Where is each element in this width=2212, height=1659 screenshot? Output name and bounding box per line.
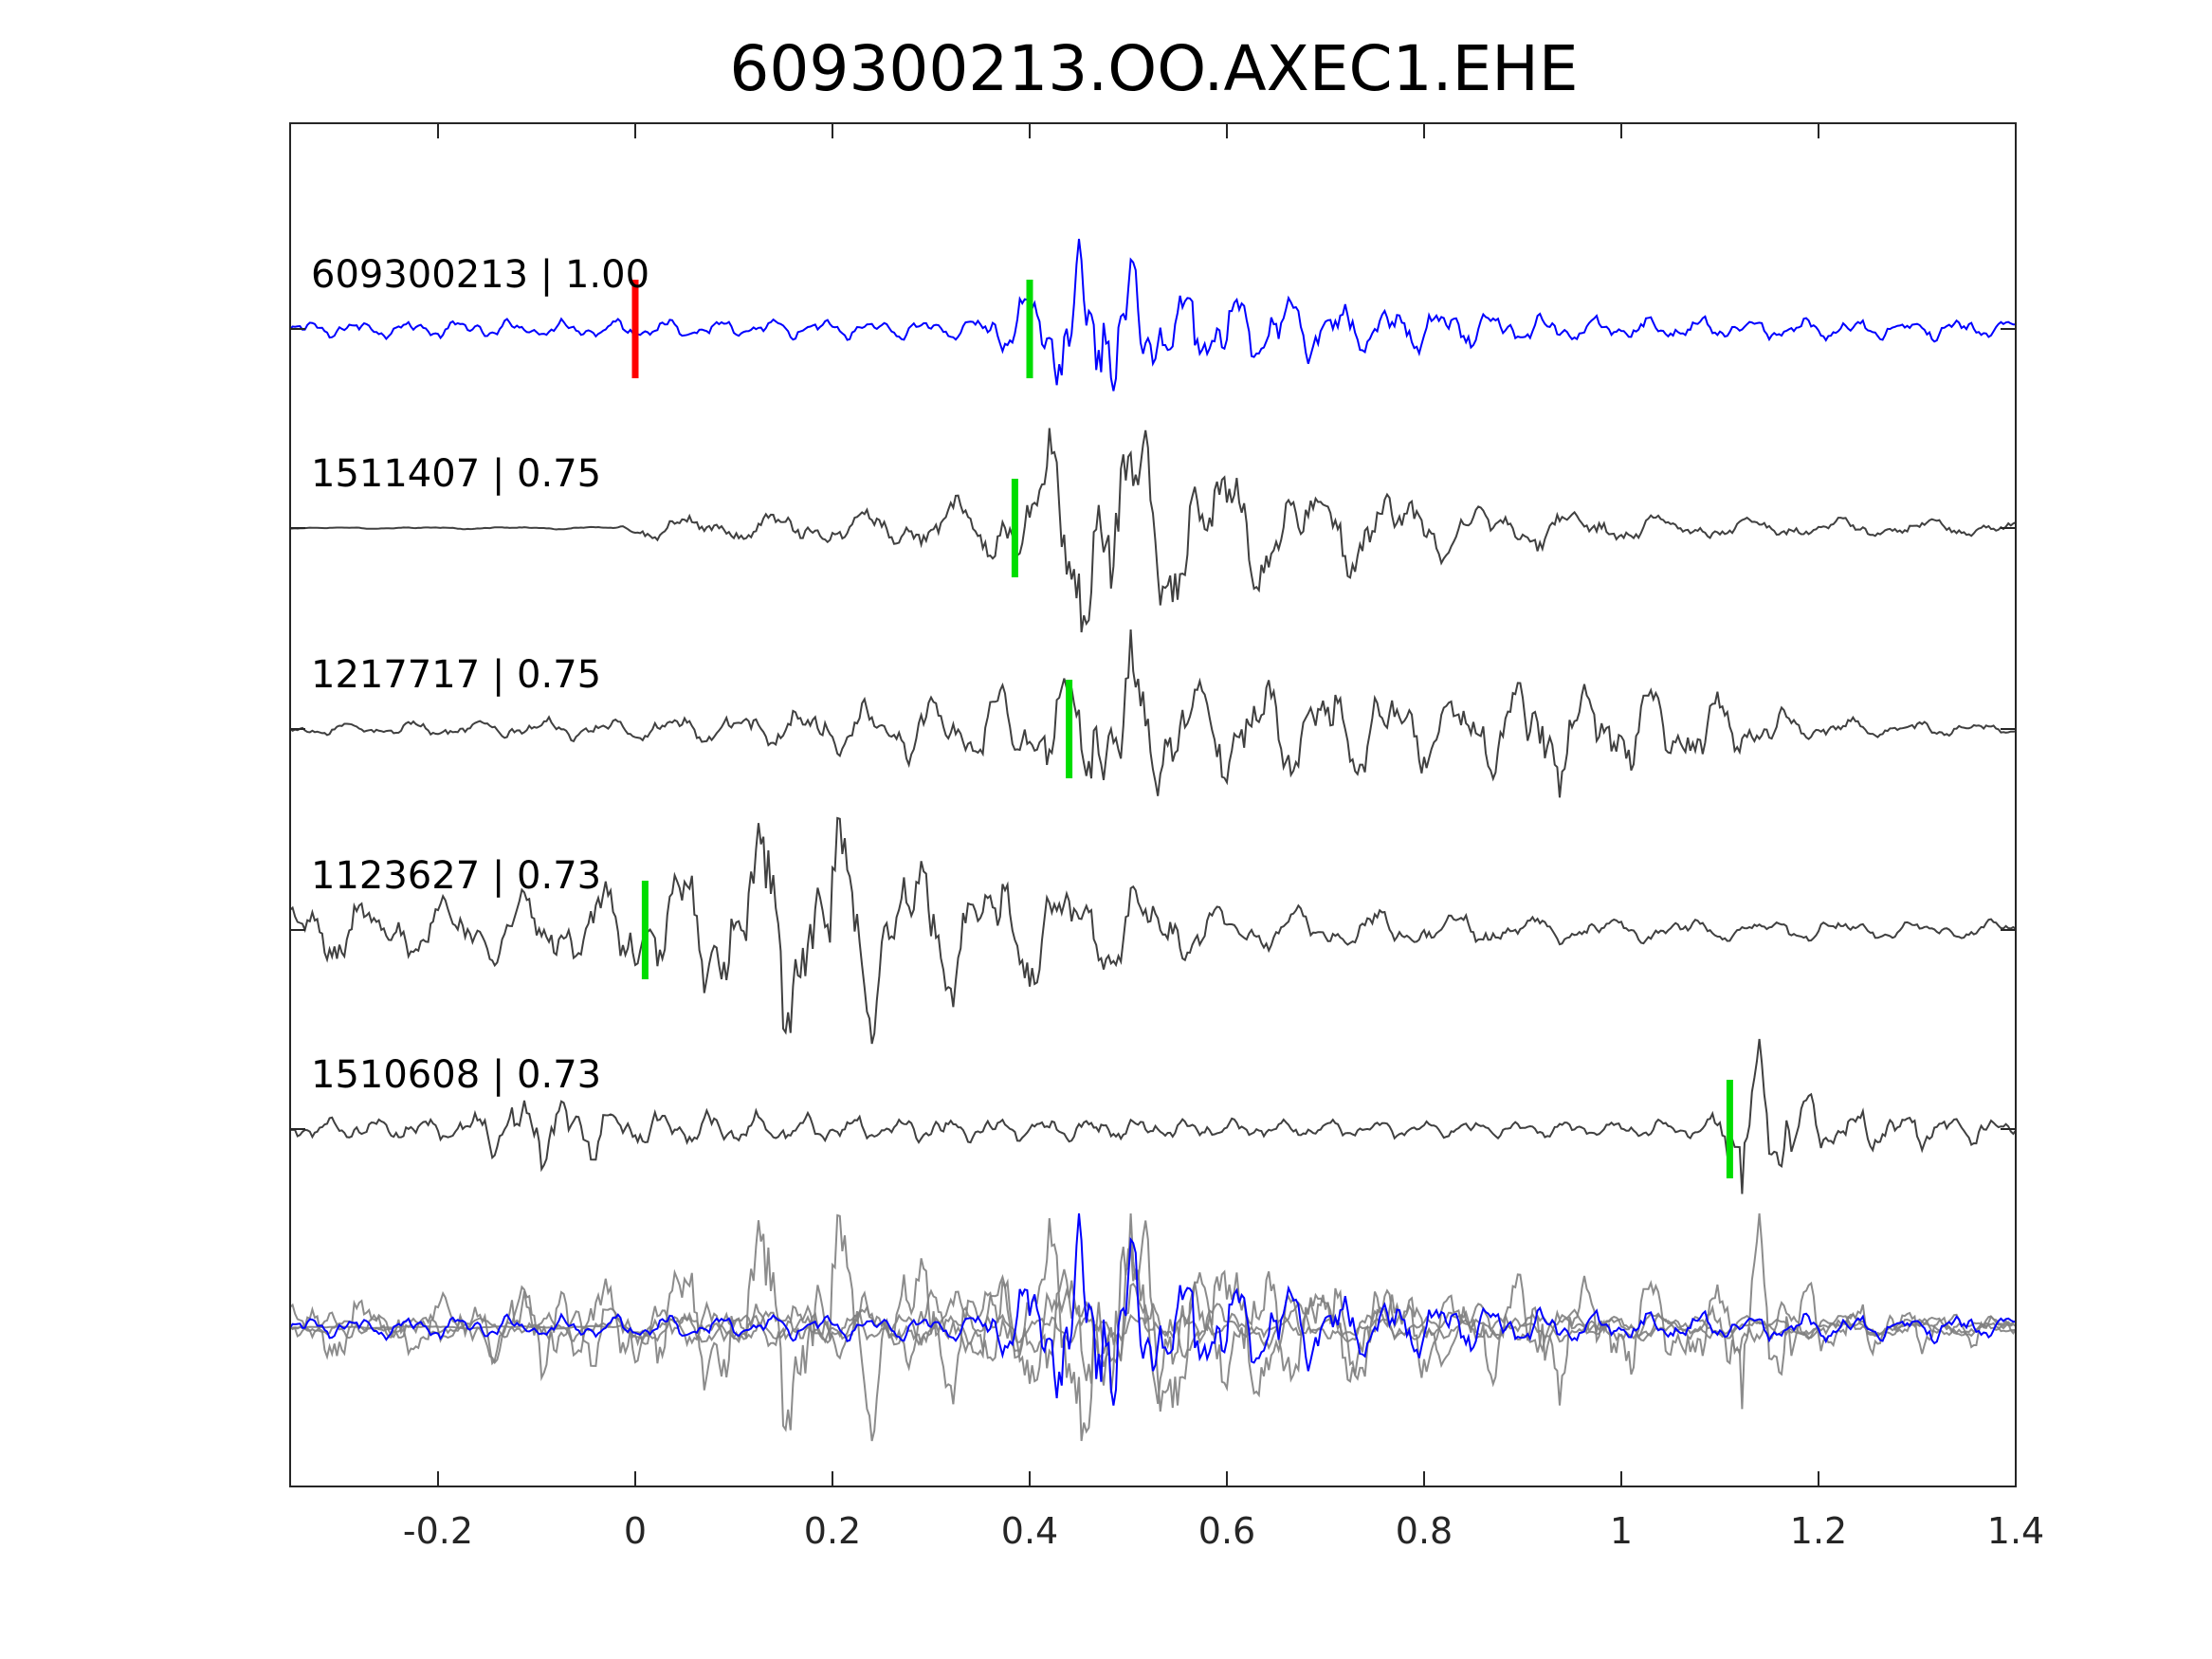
trace-label: 1510608 | 0.73 (311, 1053, 601, 1097)
x-tick-label: 1 (1610, 1510, 1633, 1552)
trace-label: 1217717 | 0.75 (311, 653, 601, 697)
x-tick-label: 0.4 (1001, 1510, 1058, 1552)
x-tick-label: 0.2 (804, 1510, 861, 1552)
x-tick-label: 1.2 (1790, 1510, 1847, 1552)
x-tick-label: 0.8 (1396, 1510, 1453, 1552)
chart-title: 609300213.OO.AXEC1.EHE (729, 32, 1578, 105)
overlay-trace-1511407 (289, 1217, 2017, 1442)
x-tick-label: 0 (624, 1510, 647, 1552)
x-tick-label: -0.2 (403, 1510, 473, 1552)
overlay-trace-1123627 (289, 1213, 2017, 1442)
trace-label: 609300213 | 1.00 (311, 253, 649, 297)
trace-1123627 (289, 816, 2017, 1045)
trace-label: 1511407 | 0.75 (311, 452, 601, 496)
overlay-trace-609300213 (289, 1212, 2016, 1406)
trace-1217717 (289, 629, 2017, 798)
overlay-trace-1217717 (289, 1212, 2017, 1406)
plot-area: 609300213 | 1.00 1511407 | 0.75 1217717 | … (289, 238, 2017, 1442)
axes-frame (289, 122, 2017, 1487)
trace-609300213 (289, 238, 2016, 392)
overlay-trace-1510608 (289, 1212, 2017, 1410)
trace-1511407 (289, 428, 2017, 633)
trace-label: 1123627 | 0.73 (311, 854, 601, 898)
x-tick-label: 0.6 (1198, 1510, 1255, 1552)
x-axis: -0.2 0 0.2 0.4 0.6 0.8 1 1.2 1.4 (290, 123, 2044, 1552)
x-tick-label: 1.4 (1987, 1510, 2044, 1552)
